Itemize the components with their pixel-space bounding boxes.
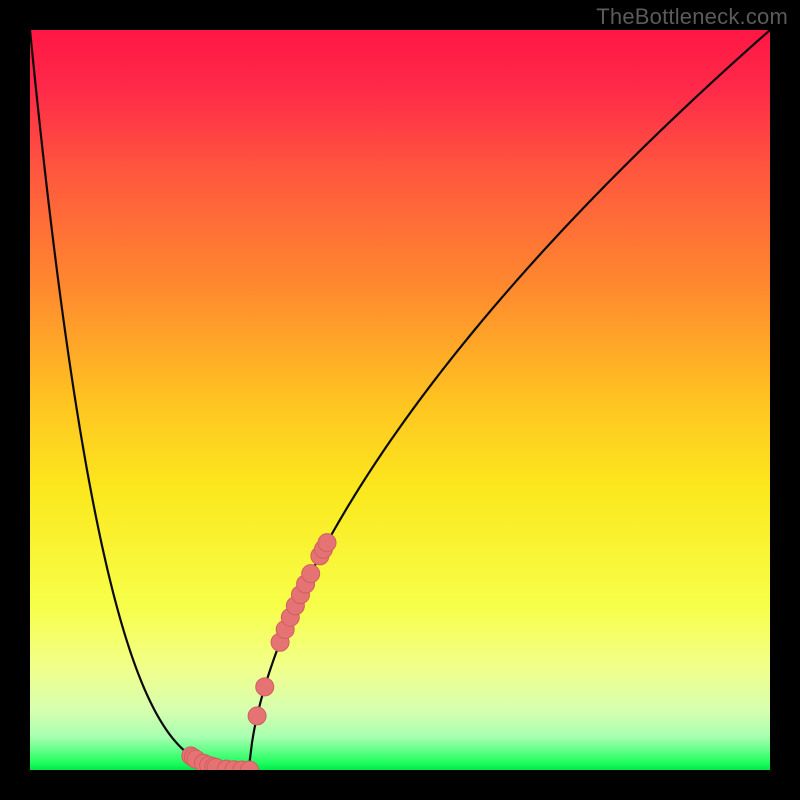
- data-marker: [248, 707, 266, 725]
- data-marker: [318, 534, 336, 552]
- data-marker: [302, 565, 320, 583]
- chart-stage: TheBottleneck.com: [0, 0, 800, 800]
- data-marker: [256, 678, 274, 696]
- watermark-text: TheBottleneck.com: [596, 4, 788, 30]
- bottleneck-chart: [0, 0, 800, 800]
- gradient-background: [30, 30, 770, 770]
